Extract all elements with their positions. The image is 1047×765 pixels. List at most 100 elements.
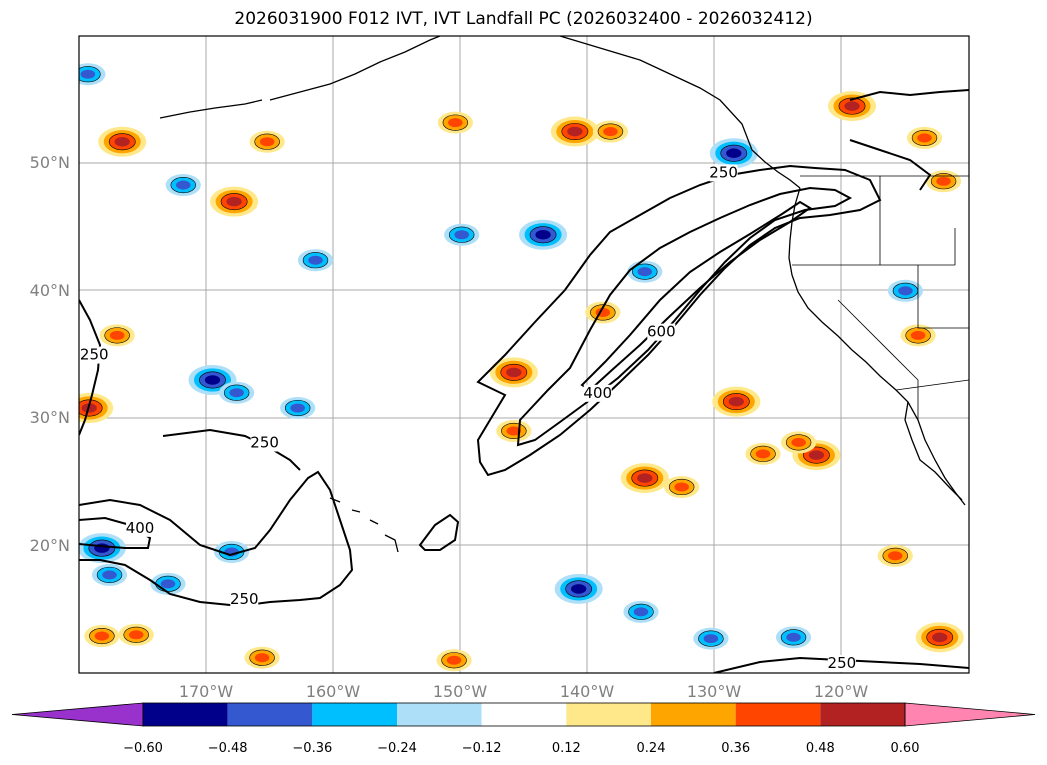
pc-anomaly-ring [567,126,583,137]
pc-anomaly-blob [585,301,621,324]
pc-anomaly-blob [219,381,255,404]
pc-anomaly-blob [664,475,700,498]
colorbar-tick-label: −0.48 [208,741,248,756]
pc-anomaly-blob [280,397,316,420]
pc-anomaly-ring [114,136,130,147]
baja-coastline [904,401,963,501]
pc-anomaly-ring [448,118,463,128]
ivt-contour-250-ar [476,164,882,477]
colorbar-tick-label: 0.60 [891,741,920,756]
map-title: 2026031900 F012 IVT, IVT Landfall PC (20… [234,9,813,29]
pc-anomaly-blob [781,431,817,454]
pc-anomaly-blob [150,572,186,595]
ivt-landfall-pc-fill [79,63,964,672]
pc-anomaly-ring [176,180,191,190]
pc-anomaly-ring [888,551,903,561]
pc-anomaly-blob [550,116,599,147]
pc-anomaly-blob [188,364,237,395]
us-west-coastline [788,187,966,506]
lon-label: 170°W [179,682,234,701]
pc-anomaly-blob [99,324,135,347]
ivt-contour-600-ar [580,200,812,392]
colorbar: −0.60 −0.48 −0.36 −0.24 −0.12 0.12 0.24 0.36 0.4… [11,702,1036,756]
pc-anomaly-blob [712,386,761,417]
pc-anomaly-blob [91,563,128,586]
pc-anomaly-ring [229,388,244,398]
colorbar-swatch [143,703,228,726]
contour-label: 250 [250,434,279,452]
pc-anomaly-blob [887,279,924,302]
pc-anomaly-ring [308,255,323,265]
pc-anomaly-ring [637,267,653,277]
borders [792,175,969,420]
lon-label: 160°W [306,682,361,701]
ivt-contour-250-ne [849,89,969,191]
lat-label: 40°N [30,281,70,300]
pc-anomaly-ring [506,367,522,378]
pc-anomaly-blob [118,623,154,646]
contour-label: 250 [709,163,738,181]
pc-anomaly-blob [906,126,943,149]
pc-anomaly-blob [925,170,962,193]
pc-anomaly-ring [633,607,649,617]
pc-anomaly-ring [936,176,951,186]
state-borders [792,176,969,420]
pc-anomaly-blob [79,533,126,564]
colorbar-tick-label: −0.12 [462,741,502,756]
pc-anomaly-blob [297,249,334,272]
pc-anomaly-blob [620,463,669,494]
colorbar-extend-max [904,702,1036,727]
pc-anomaly-blob [693,627,729,650]
pc-anomaly-blob [444,223,480,246]
pc-anomaly-ring [94,631,110,641]
latitude-labels: 50°N 40°N 30°N 20°N [30,153,70,555]
pc-anomaly-blob [775,626,812,649]
pc-anomaly-ring [254,653,270,663]
contour-label: 250 [80,346,109,364]
pc-anomaly-blob [709,138,758,169]
pc-anomaly-blob [79,393,114,424]
pc-anomaly-blob [244,646,280,669]
pc-anomaly-blob [915,622,964,653]
lat-label: 30°N [30,408,70,427]
pc-anomaly-ring [80,69,96,79]
pc-anomaly-ring [204,375,221,385]
pc-anomaly-ring [160,579,176,589]
contour-label: 400 [126,519,155,537]
pc-anomaly-blob [98,126,147,157]
colorbar-tick-label: 0.12 [552,741,581,756]
pc-anomaly-blob [213,540,250,563]
pc-anomaly-blob [437,111,473,134]
colorbar-swatch [481,703,567,726]
pc-anomaly-ring [506,426,522,436]
pc-anomaly-blob [623,600,659,623]
gridlines [79,36,969,673]
pc-anomaly-blob [828,91,877,122]
colorbar-swatch [735,703,821,726]
contour-label-bg [80,346,109,364]
colorbar-swatch [227,703,313,726]
ivt-contour-400-subtropics [79,516,152,549]
pc-anomaly-blob [900,324,936,347]
contour-label-bg [126,519,155,537]
pc-anomaly-blob [436,649,472,672]
contour-labels: 250 250 250 400 250 600 400 250 [80,163,857,672]
colorbar-tick-label: −0.36 [292,741,332,756]
pc-anomaly-ring [703,634,719,644]
contour-label-bg [827,654,856,672]
pc-anomaly-blob [249,130,285,153]
map-frame [78,35,970,674]
lon-label: 150°W [433,682,488,701]
pc-anomaly-blob [496,419,532,442]
colorbar-extend-min [11,702,144,727]
pc-anomaly-ring [786,632,801,642]
contour-label: 250 [828,654,857,672]
bc-coastline [751,149,801,189]
pc-anomaly-blob [877,544,913,567]
contour-label-bg [647,323,676,341]
pc-anomaly-blob [592,120,629,143]
pc-anomaly-ring [932,632,948,643]
contour-label-bg [709,164,738,182]
lat-label: 20°N [30,536,70,555]
